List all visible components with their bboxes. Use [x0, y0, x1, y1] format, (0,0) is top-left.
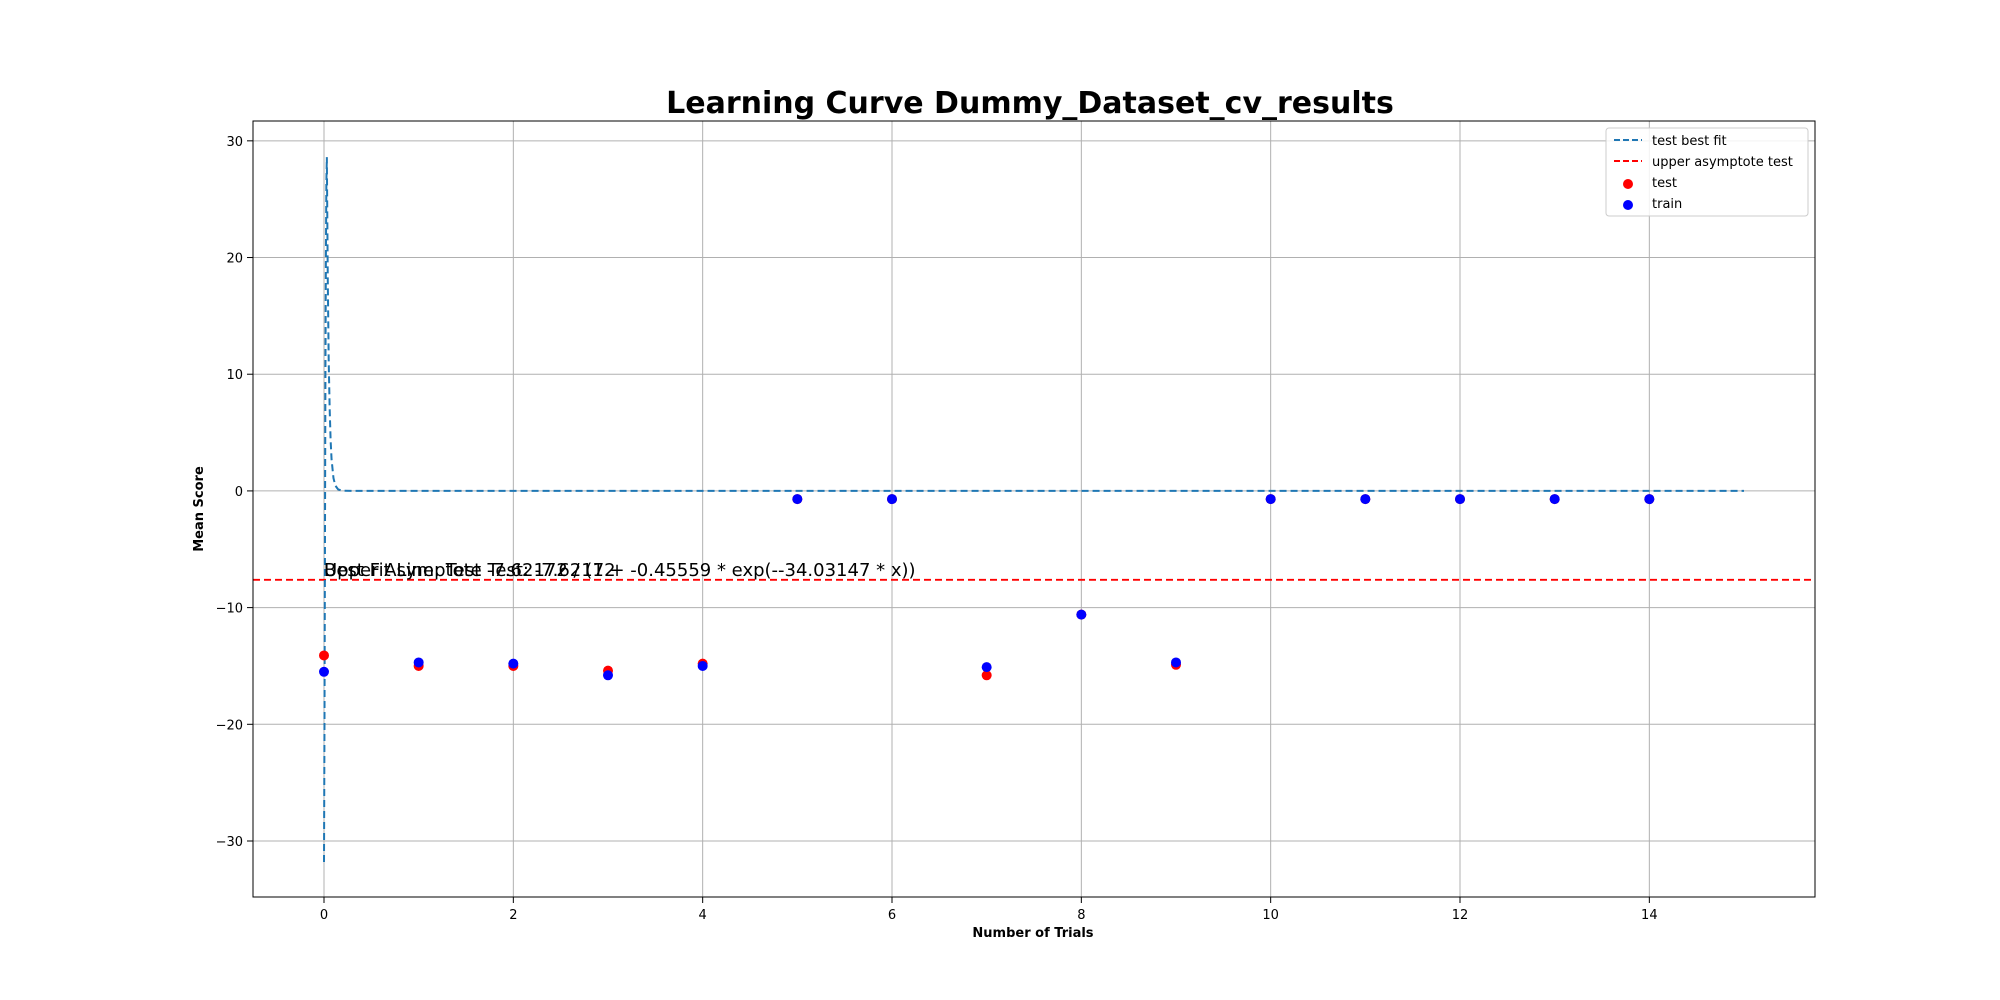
train-point: [1549, 494, 1560, 505]
test-best-fit-line: [323, 157, 1744, 862]
train-point: [319, 666, 329, 677]
annotation-text: Best Fit Line: Test -7.62172 / (1 + -0.4…: [324, 560, 916, 581]
train-point: [413, 657, 424, 668]
y-tick-label: 10: [226, 368, 243, 383]
x-tick-label: 10: [1262, 908, 1279, 923]
train-point: [1265, 494, 1276, 505]
y-tick-label: −10: [216, 602, 243, 617]
x-tick-label: 4: [699, 908, 707, 923]
train-point: [792, 494, 803, 505]
y-axis-label: Mean Score: [192, 466, 207, 552]
ticks-layer: 0 2 4 6 8 10 12 14 30 20 10 0 −10 −20 −30: [216, 135, 1658, 923]
legend-box: [1605, 127, 1809, 217]
train-point: [1644, 494, 1655, 505]
annotation-text: Upper Asymptote Test: -7.62172: [324, 560, 616, 581]
x-tick-label: 2: [509, 908, 517, 923]
train-point: [508, 658, 519, 669]
legend: test best fit upper asymptote test test tra…: [1605, 127, 1809, 217]
legend-label: test: [1652, 176, 1677, 191]
chart-title: Learning Curve Dummy_Dataset_cv_results: [666, 86, 1394, 121]
train-point: [1360, 494, 1371, 505]
test-point: [319, 650, 329, 661]
train-point: [1455, 494, 1465, 505]
annotation-layer: Best Fit Line: Test -7.62172 / (1 + -0.4…: [324, 560, 916, 581]
y-tick-label: −30: [216, 835, 243, 850]
plot-frame: [252, 120, 1816, 898]
x-tick-label: 6: [888, 908, 896, 923]
legend-label: train: [1652, 197, 1682, 212]
legend-label: test best fit: [1652, 134, 1727, 149]
y-tick-label: 30: [226, 135, 243, 150]
x-tick-label: 12: [1452, 908, 1469, 923]
plot-area: [253, 121, 1815, 897]
legend-label: upper asymptote test: [1652, 155, 1793, 170]
train-point: [981, 662, 992, 673]
train-point: [697, 660, 708, 671]
x-axis-label: Number of Trials: [972, 926, 1093, 941]
test-point: [981, 670, 992, 681]
legend-swatch-marker: [1623, 200, 1633, 210]
x-tick-label: 8: [1077, 908, 1085, 923]
train-point: [1076, 609, 1087, 620]
points-layer: [319, 494, 1655, 681]
train-point: [1171, 657, 1181, 668]
train-point: [887, 494, 897, 505]
x-tick-label: 14: [1641, 908, 1658, 923]
y-tick-label: 20: [226, 252, 243, 267]
train-point: [603, 670, 613, 681]
y-tick-label: 0: [235, 485, 243, 500]
y-tick-label: −20: [216, 718, 243, 733]
x-tick-label: 0: [320, 908, 328, 923]
fit-layer: [323, 157, 1744, 862]
legend-swatch-marker: [1623, 179, 1633, 189]
